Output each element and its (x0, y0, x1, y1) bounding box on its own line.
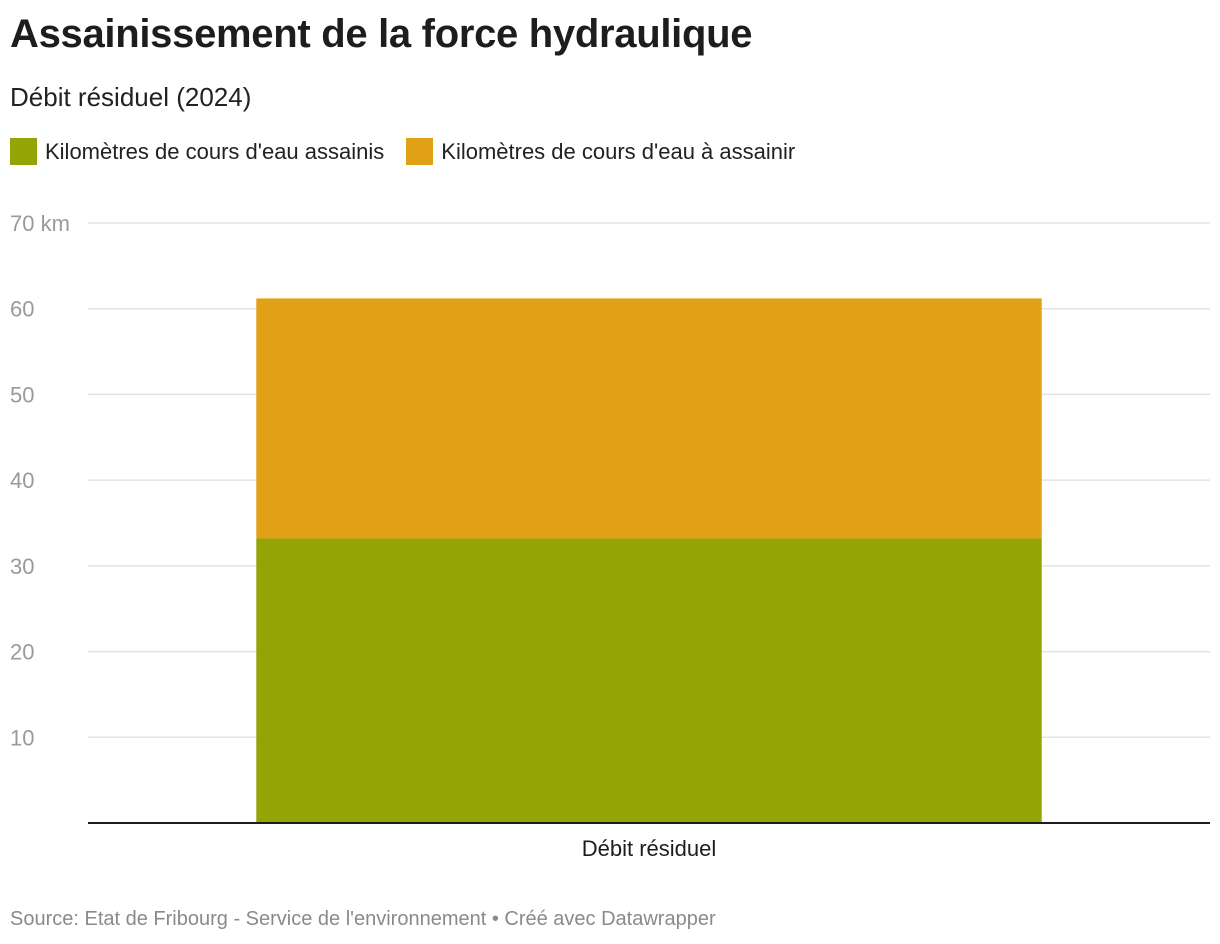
legend-swatch-a-assainir (406, 138, 434, 165)
legend-label-assainis: Kilomètres de cours d'eau assainis (45, 138, 385, 164)
x-category-label: Débit résiduel (582, 836, 717, 861)
chart-title: Assainissement de la force hydraulique (10, 12, 753, 56)
legend-item-assainis: Kilomètres de cours d'eau assainis (10, 138, 384, 165)
source-footer: Source: Etat de Fribourg - Service de l'… (10, 908, 716, 930)
y-tick-label-70: 70 km (10, 211, 70, 236)
chart-subtitle: Débit résiduel (2024) (10, 82, 252, 112)
y-tick-label-30: 30 (10, 554, 34, 579)
y-tick-label-50: 50 (10, 382, 34, 407)
y-tick-label-20: 20 (10, 640, 34, 665)
legend-swatch-assainis (10, 138, 37, 165)
legend-item-a-assainir: Kilomètres de cours d'eau à assainir (406, 138, 795, 165)
y-tick-label-10: 10 (10, 725, 34, 750)
legend-label-a-assainir: Kilomètres de cours d'eau à assainir (441, 138, 796, 164)
bar-segment-1 (256, 298, 1042, 539)
legend: Kilomètres de cours d'eau assainis Kilom… (10, 138, 817, 165)
y-tick-label-40: 40 (10, 468, 34, 493)
bar-segment-0 (256, 538, 1042, 823)
y-tick-label-60: 60 (10, 297, 34, 322)
